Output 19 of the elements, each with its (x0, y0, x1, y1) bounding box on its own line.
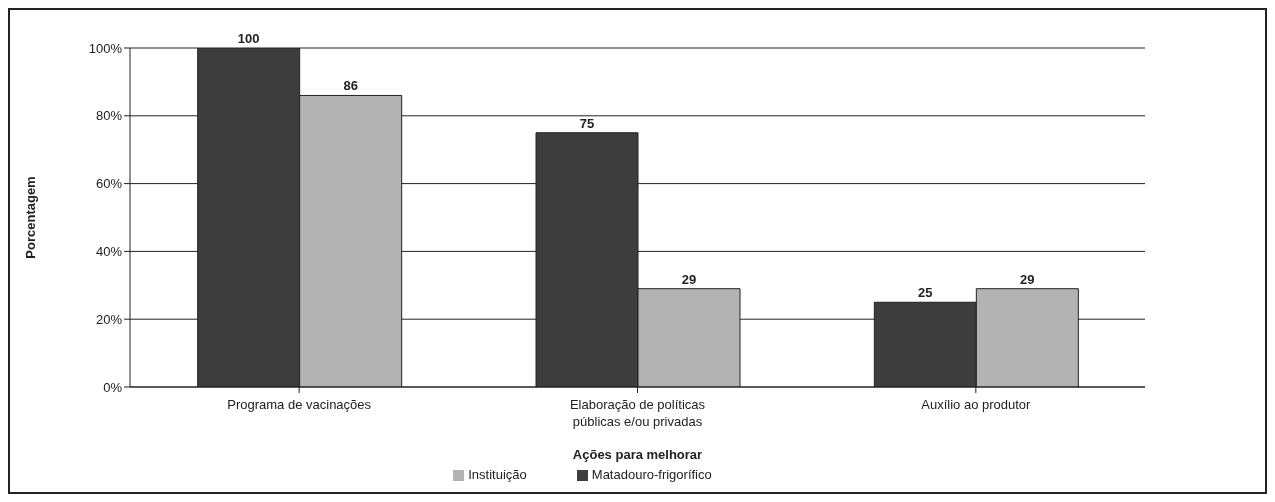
legend-label: Instituição (468, 467, 527, 482)
data-label: 86 (343, 78, 358, 94)
x-tick-label: Auxílio ao produtor (921, 397, 1032, 412)
x-tick-label: Programa de vacinações (227, 397, 372, 412)
data-label: 29 (681, 271, 697, 287)
y-tick-label: 60% (95, 176, 123, 192)
y-tick-label: 0% (103, 379, 123, 395)
data-label: 25 (918, 285, 933, 301)
legend-label: Matadouro-frigorífico (591, 467, 712, 482)
y-axis-title: Porcentagem (22, 176, 38, 259)
y-tick-label: 40% (95, 244, 123, 260)
y-tick-label: 80% (95, 108, 123, 124)
y-tick-label: 20% (95, 311, 123, 327)
x-tick-label: Elaboração de políticas públicas e/ou privadas (569, 397, 706, 429)
x-axis-title: Ações para melhorar (572, 447, 703, 462)
data-label: 29 (1020, 271, 1035, 287)
data-label: 100 (237, 31, 260, 46)
data-label: 75 (579, 115, 595, 131)
y-tick-label: 100% (88, 40, 123, 56)
